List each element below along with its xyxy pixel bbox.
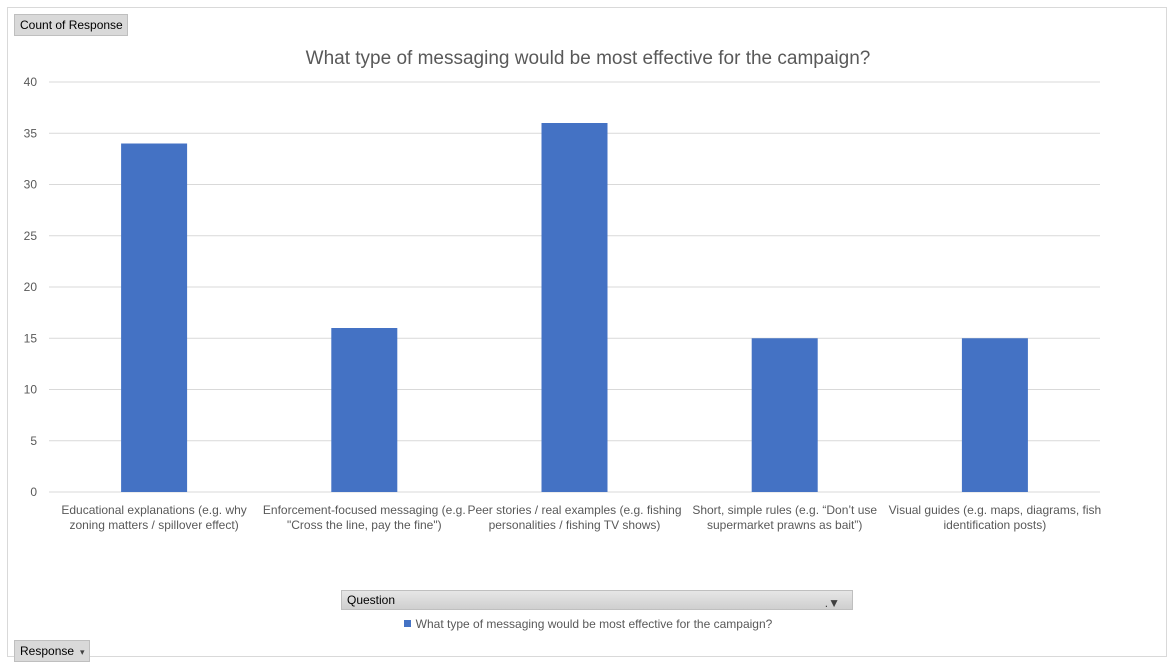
bar[interactable]	[961, 338, 1028, 492]
x-category-label: Educational explanations (e.g. why zonin…	[61, 503, 247, 532]
y-tick-label: 30	[24, 178, 38, 192]
x-category-label: Peer stories / real examples (e.g. fishi…	[467, 503, 682, 532]
x-category-label: Short, simple rules (e.g. “Don’t use sup…	[692, 503, 878, 532]
legend: What type of messaging would be most eff…	[0, 617, 1176, 631]
column-field-button[interactable]: Question .▼	[341, 590, 853, 610]
chart-title: What type of messaging would be most eff…	[305, 48, 871, 69]
y-tick-label: 15	[24, 331, 38, 345]
y-tick-label: 0	[30, 485, 37, 499]
bar[interactable]	[331, 328, 398, 492]
y-tick-label: 40	[24, 75, 38, 89]
x-category-label: Enforcement-focused messaging (e.g. "Cro…	[262, 503, 466, 532]
bar[interactable]	[541, 123, 608, 492]
bar[interactable]	[121, 143, 188, 493]
y-tick-label: 35	[24, 126, 38, 140]
legend-label: What type of messaging would be most eff…	[415, 617, 773, 631]
y-tick-label: 20	[24, 280, 38, 294]
y-tick-label: 5	[30, 434, 37, 448]
value-field-button[interactable]: Count of Response	[14, 14, 128, 36]
chart-border	[7, 7, 1167, 657]
row-field-label: Response	[20, 644, 75, 658]
filter-icon[interactable]: .▼	[824, 596, 840, 610]
dropdown-arrow-icon[interactable]: ▾	[80, 647, 85, 657]
y-tick-label: 25	[24, 229, 38, 243]
column-field-label: Question	[347, 593, 396, 607]
legend-swatch	[403, 620, 411, 627]
bar[interactable]	[751, 338, 818, 492]
x-category-label: Visual guides (e.g. maps, diagrams, fish…	[888, 503, 1102, 532]
row-field-button[interactable]: Response ▾	[14, 640, 90, 662]
y-tick-label: 10	[24, 383, 38, 397]
